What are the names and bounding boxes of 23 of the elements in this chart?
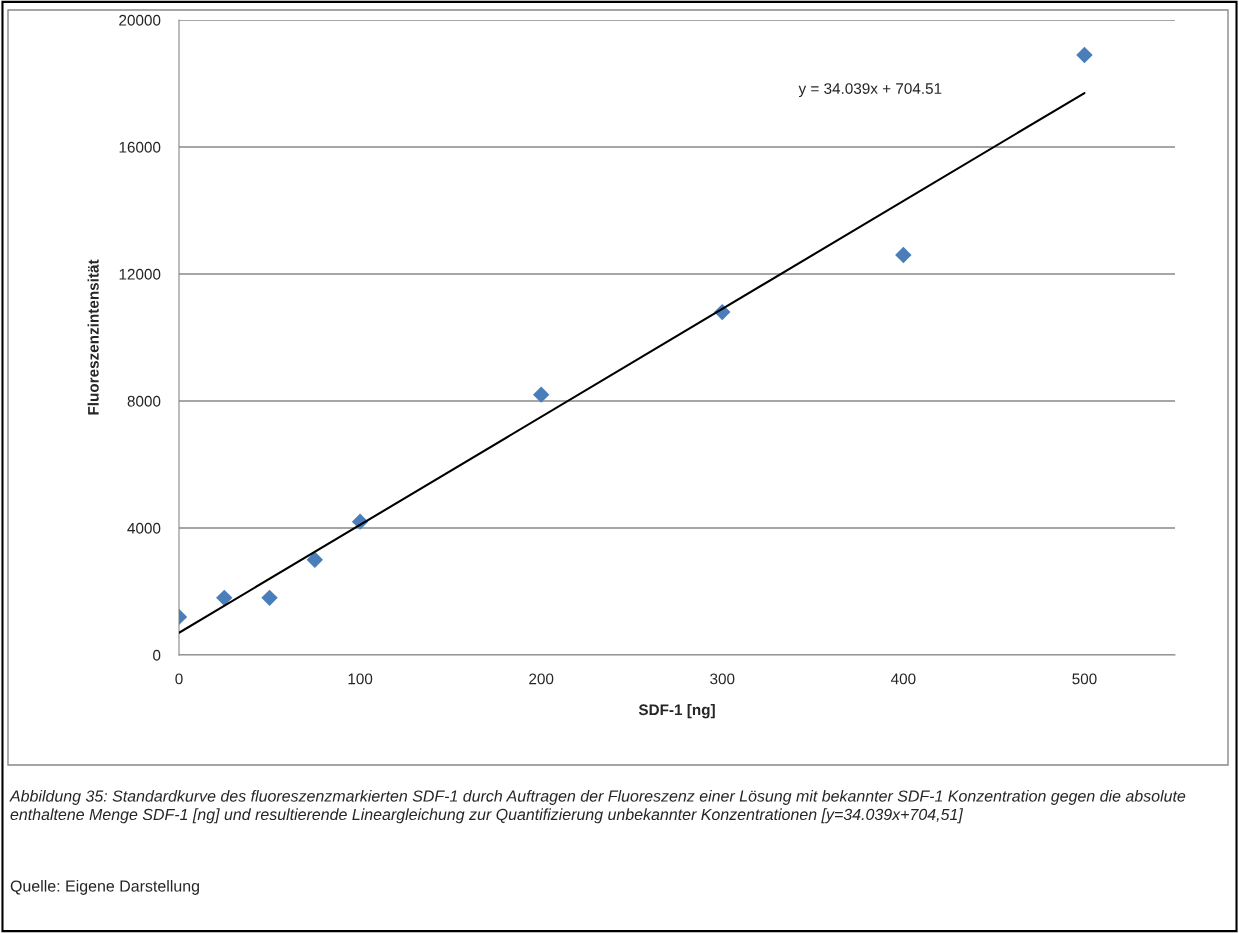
x-axis-title: SDF-1 [ng] xyxy=(638,703,715,719)
point xyxy=(1076,46,1093,64)
point xyxy=(895,246,912,264)
x-tick-label: 0 xyxy=(175,673,183,685)
x-tick-label: 500 xyxy=(1072,673,1097,685)
annotation: y = 34.039x + 704.51 xyxy=(798,83,942,97)
x-tick-label: 400 xyxy=(890,673,916,685)
y-tick-label: 4000 xyxy=(127,522,161,534)
y-tick-label: 12000 xyxy=(119,268,161,280)
point xyxy=(261,589,278,607)
text: Abbildung 35: Standardkurve des fluoreszenzmarkierten SDF-1 durch Auftragen der Fluoreszenz einer Lösung mit bekannter SDF-1 Konzentration gegen die absolute enthaltene Menge SDF-1 [ng] und resultierende Lineargleichung zur Quantifizierung unbekannter Konzentrationen [y=34.039x+704,51] xyxy=(9,790,1186,824)
x-tick-label: 100 xyxy=(348,673,373,685)
x-tick-label: 200 xyxy=(529,673,554,685)
point xyxy=(216,589,233,607)
source-note: Quelle: Eigene Darstellung xyxy=(10,880,199,895)
y-tick-label: 20000 xyxy=(119,14,161,26)
y-tick-label: 8000 xyxy=(127,395,161,407)
x-tick-label: 300 xyxy=(710,673,735,685)
point xyxy=(306,551,324,568)
y-axis-title: Fluoreszenzintensität xyxy=(87,259,99,415)
point xyxy=(532,386,550,403)
y-tick-label: 0 xyxy=(153,649,161,661)
y-tick-label: 16000 xyxy=(119,141,161,153)
